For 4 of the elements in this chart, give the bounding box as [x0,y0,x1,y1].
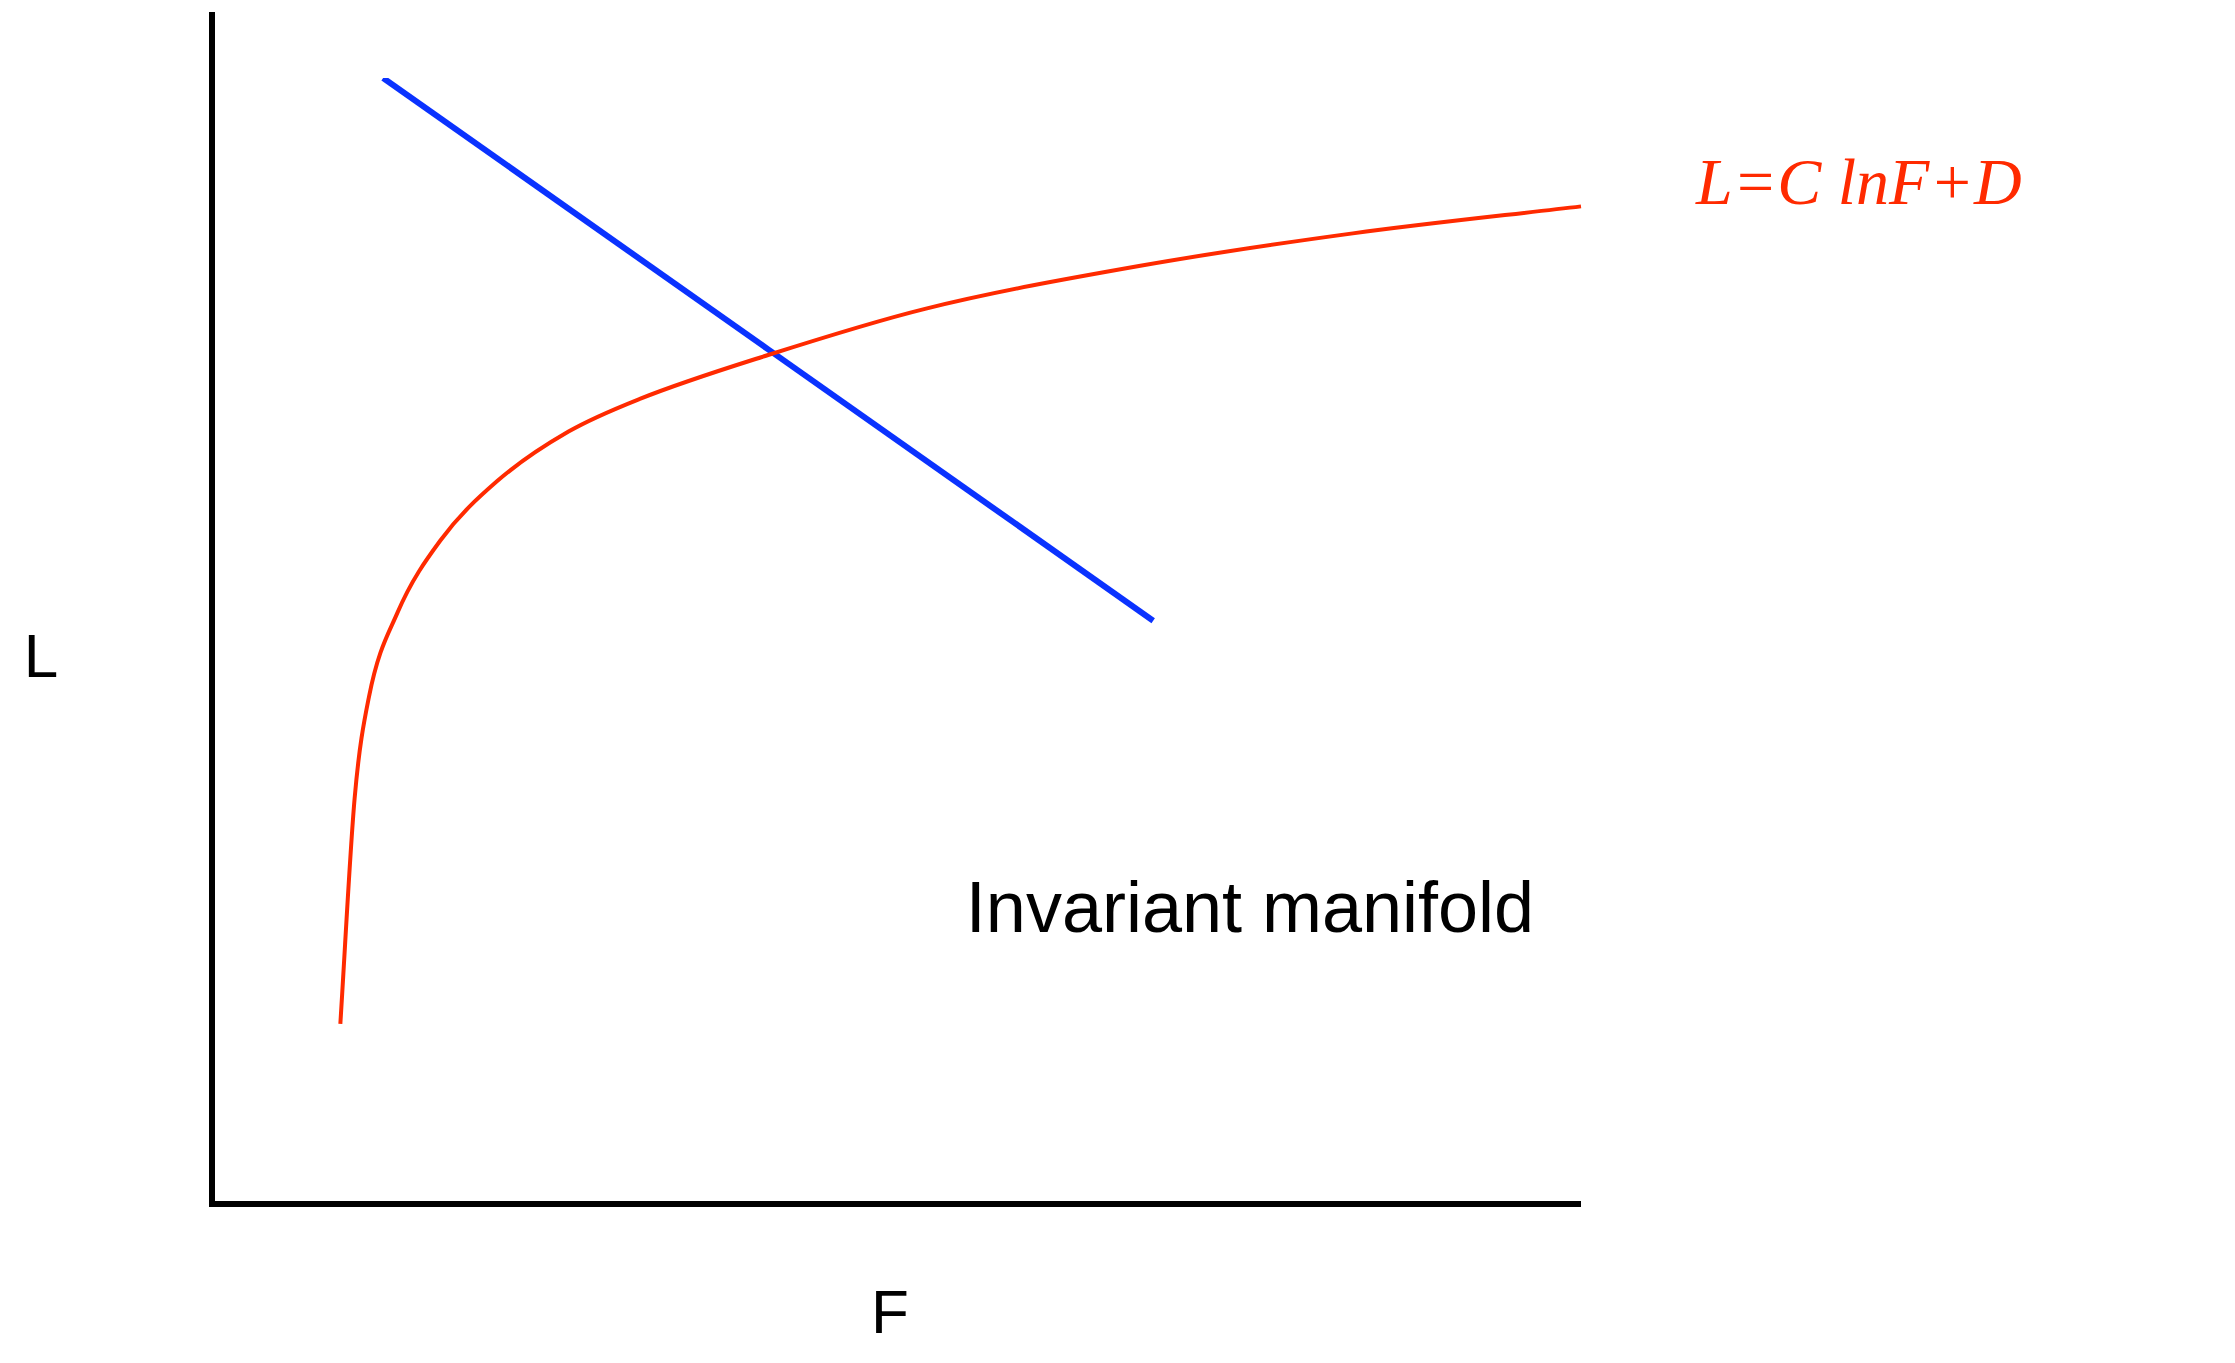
x-axis-title: F [871,1277,909,1347]
annotation: Invariant manifold [965,866,1535,947]
y-axis-title: L [23,621,59,691]
series-label: L=C lnF+D [1695,144,2022,218]
